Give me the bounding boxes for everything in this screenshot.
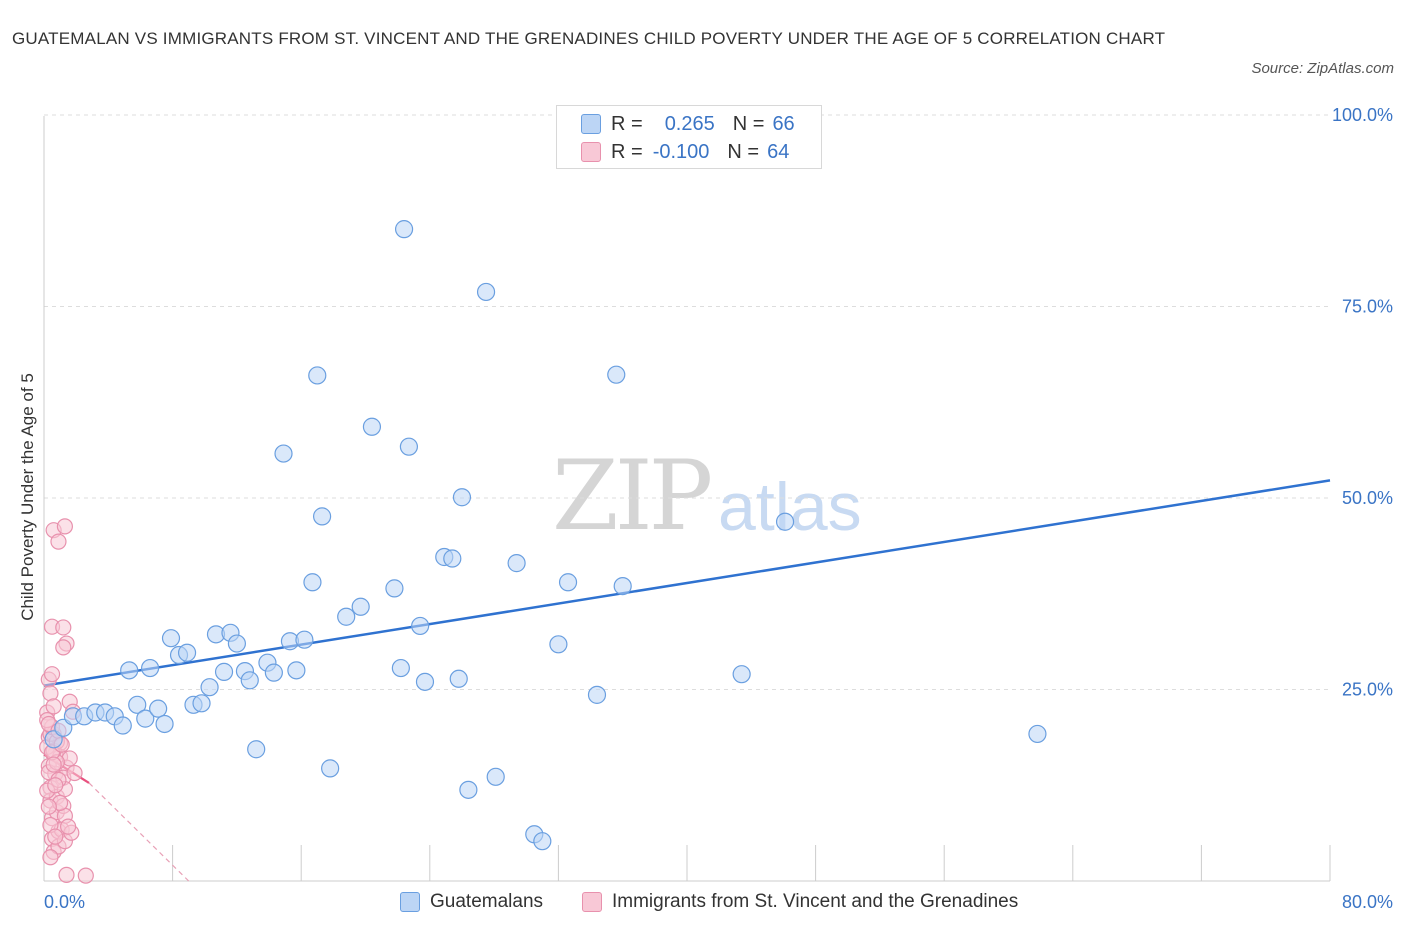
point-guatemalans [128, 695, 147, 714]
legend-n-label: N = [732, 112, 765, 135]
point-guatemalans [607, 365, 626, 384]
legend-n-value: 64 [767, 140, 790, 163]
point-guatemalans [303, 573, 322, 592]
point-immigrants [45, 756, 62, 773]
point-guatemalans [120, 661, 139, 680]
bottom-legend-guatemalans: Guatemalans [400, 889, 543, 915]
point-immigrants [42, 849, 59, 866]
stats-legend: R = 0.265 N = 66 R = -0.100 N = 64 [556, 105, 822, 169]
y-tick-label: 100.0% [1332, 105, 1393, 125]
point-guatemalans [295, 630, 314, 649]
point-guatemalans [264, 663, 283, 682]
point-guatemalans [227, 634, 246, 653]
point-immigrants [60, 818, 77, 835]
gridlines [44, 114, 1330, 690]
bottom-legend-label: Immigrants from St. Vincent and the Gren… [612, 891, 1019, 912]
point-guatemalans [113, 716, 132, 735]
point-guatemalans [247, 740, 266, 759]
point-guatemalans [613, 576, 632, 596]
point-guatemalans [775, 512, 795, 531]
bottom-legend-swatch-pink [582, 892, 602, 912]
bottom-legend-swatch-blue [400, 892, 420, 912]
legend-row-immigrants: R = -0.100 N = 64 [581, 139, 789, 165]
point-guatemalans [476, 282, 496, 302]
tick-labels: 25.0% 50.0% 75.0% 100.0% 0.0% 80.0% [44, 105, 1393, 912]
watermark-zip: ZIP [552, 440, 713, 552]
point-guatemalans [177, 643, 197, 662]
point-guatemalans [549, 635, 568, 654]
trend-line-guatemalans [43, 479, 1331, 687]
point-immigrants [55, 639, 72, 656]
point-guatemalans [394, 220, 414, 239]
point-guatemalans [274, 444, 293, 463]
y-tick-label: 75.0% [1342, 297, 1393, 317]
point-guatemalans [459, 780, 478, 799]
x-tick-label: 0.0% [44, 892, 85, 912]
point-guatemalans [200, 678, 219, 697]
legend-r-label: R = [611, 140, 643, 163]
data-points [39, 220, 1047, 884]
point-guatemalans [136, 709, 155, 728]
y-tick-label: 25.0% [1342, 680, 1393, 700]
point-guatemalans [321, 759, 340, 778]
point-guatemalans [240, 671, 259, 690]
point-immigrants [77, 867, 94, 884]
point-immigrants [58, 866, 75, 883]
legend-swatch-blue [581, 114, 601, 134]
point-guatemalans [140, 658, 160, 678]
point-guatemalans [161, 629, 181, 648]
point-immigrants [43, 666, 61, 683]
x-tick-label: 80.0% [1342, 892, 1393, 912]
legend-r-value: -0.100 [652, 140, 710, 163]
point-guatemalans [443, 549, 462, 568]
point-guatemalans [192, 694, 211, 713]
bottom-legend-immigrants: Immigrants from St. Vincent and the Gren… [582, 889, 1018, 915]
point-immigrants [50, 533, 67, 550]
point-guatemalans [587, 685, 607, 704]
point-guatemalans [362, 417, 382, 436]
point-guatemalans [558, 573, 578, 592]
point-guatemalans [149, 699, 168, 718]
point-guatemalans [391, 658, 410, 678]
watermark-atlas: atlas [718, 469, 862, 545]
legend-swatch-pink [581, 142, 601, 162]
legend-n-label: N = [727, 140, 760, 163]
point-immigrants [66, 764, 83, 782]
point-guatemalans [533, 832, 552, 851]
point-guatemalans [351, 597, 370, 616]
trend-line-immigrants-extension [88, 782, 190, 882]
point-guatemalans [337, 607, 356, 626]
point-guatemalans [415, 672, 435, 691]
legend-row-guatemalans: R = 0.265 N = 66 [581, 111, 795, 137]
point-guatemalans [732, 665, 751, 684]
point-guatemalans [312, 507, 332, 526]
bottom-legend-label: Guatemalans [430, 891, 544, 912]
point-guatemalans [214, 662, 234, 681]
trend-lines [43, 479, 1331, 882]
point-immigrants [45, 698, 62, 715]
legend-r-value: 0.265 [664, 112, 715, 135]
point-guatemalans [452, 488, 472, 507]
point-guatemalans [449, 669, 468, 688]
point-guatemalans [155, 714, 174, 734]
source-label: Source: ZipAtlas.com [1251, 60, 1394, 77]
point-guatemalans [287, 661, 306, 680]
point-guatemalans [1028, 724, 1047, 744]
point-guatemalans [507, 554, 526, 573]
point-guatemalans [308, 366, 327, 385]
legend-n-value: 66 [772, 112, 795, 135]
point-immigrants [55, 619, 72, 636]
point-guatemalans [411, 616, 430, 636]
point-guatemalans [385, 579, 404, 598]
y-tick-label: 50.0% [1342, 488, 1393, 508]
chart-title: GUATEMALAN VS IMMIGRANTS FROM ST. VINCEN… [12, 29, 1166, 48]
point-immigrants [40, 798, 57, 815]
point-guatemalans [486, 767, 505, 786]
legend-r-label: R = [611, 112, 643, 135]
point-immigrants [47, 777, 64, 794]
point-immigrants [47, 828, 64, 845]
point-guatemalans [399, 437, 419, 456]
point-immigrants [56, 518, 73, 535]
